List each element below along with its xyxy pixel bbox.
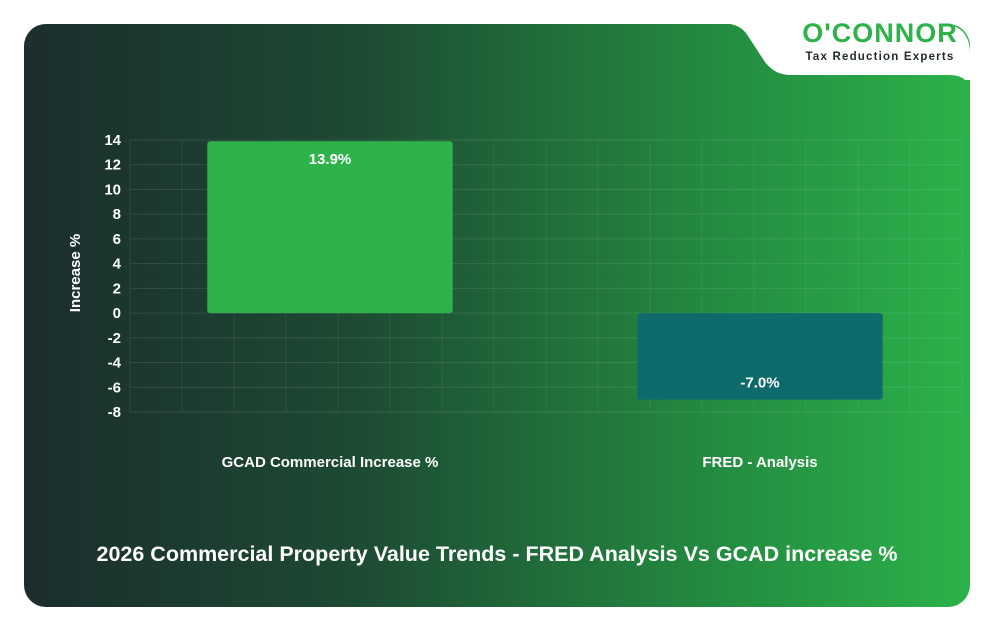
y-axis-ticks: 14 12 10 8 6 4 2 0 -2 -4 -6 -8 <box>104 132 121 421</box>
y-tick-label: -4 <box>108 355 122 372</box>
data-label: -7.0% <box>740 375 779 392</box>
data-labels: 13.9% -7.0% <box>309 151 780 391</box>
y-tick-label: 8 <box>113 206 121 223</box>
y-tick-label: 14 <box>104 132 121 149</box>
brand-logo: O'CONNOR Tax Reduction Experts <box>785 18 975 64</box>
y-tick-label: -8 <box>108 404 121 421</box>
y-axis-label: Increase % <box>67 234 84 312</box>
y-tick-label: 12 <box>104 157 121 174</box>
y-tick-label: 4 <box>113 256 122 273</box>
bar-1 <box>637 313 883 400</box>
y-tick-label: 2 <box>113 280 121 297</box>
data-label: 13.9% <box>309 151 352 168</box>
x-axis-ticks: GCAD Commercial Increase % FRED - Analysi… <box>222 454 818 471</box>
brand-tagline: Tax Reduction Experts <box>805 51 955 63</box>
bars <box>207 141 883 400</box>
y-tick-label: 0 <box>113 305 121 322</box>
x-tick-label: FRED - Analysis <box>702 454 817 471</box>
y-tick-label: 10 <box>104 181 121 198</box>
x-tick-label: GCAD Commercial Increase % <box>222 454 439 471</box>
y-tick-label: 6 <box>113 231 121 248</box>
bar-0 <box>207 141 453 314</box>
chart-title: 2026 Commercial Property Value Trends - … <box>96 542 898 566</box>
brand-name: O'CONNOR <box>802 18 958 48</box>
y-tick-label: -6 <box>108 379 121 396</box>
y-tick-label: -2 <box>108 330 121 347</box>
